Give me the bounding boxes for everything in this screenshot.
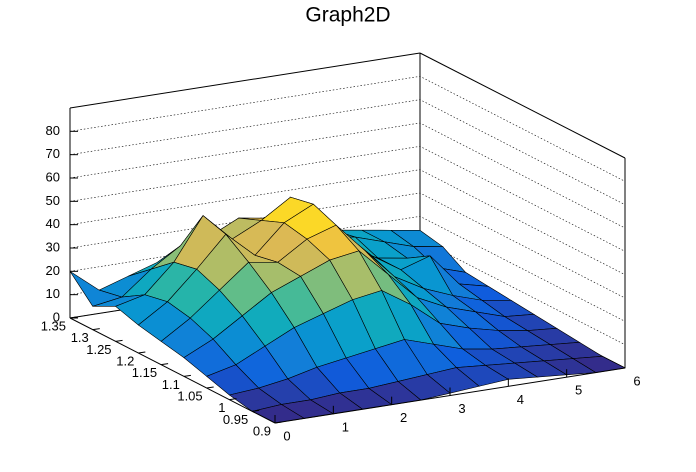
y-tick <box>252 409 260 412</box>
grid-line <box>69 216 626 322</box>
z-tick-label: 20 <box>46 263 60 278</box>
z-tick-label: 10 <box>46 286 60 301</box>
box-edge <box>419 52 626 159</box>
y-tick-label: 1.1 <box>162 377 180 392</box>
y-tick-label: 1.05 <box>177 388 202 403</box>
y-tick-label: 1.25 <box>86 342 111 357</box>
x-tick-label: 1 <box>342 419 349 434</box>
x-tick-label: 0 <box>283 428 290 443</box>
y-tick <box>138 351 146 354</box>
x-tick-label: 4 <box>517 392 524 407</box>
y-tick-label: 1.35 <box>41 318 66 333</box>
y-tick <box>161 363 169 366</box>
y-tick-label: 1.2 <box>116 353 134 368</box>
z-tick-label: 40 <box>46 216 60 231</box>
z-tick-label: 60 <box>46 169 60 184</box>
x-tick-label: 5 <box>575 383 582 398</box>
x-tick-label: 3 <box>458 401 465 416</box>
grid-line <box>69 122 626 229</box>
y-tick-label: 1.15 <box>132 365 157 380</box>
z-tick-label: 80 <box>46 123 60 138</box>
chart-title: Graph2D <box>305 4 390 27</box>
grid-line <box>69 192 626 299</box>
y-tick <box>274 421 283 424</box>
y-tick-label: 1 <box>218 400 225 415</box>
y-tick <box>115 339 123 342</box>
y-tick <box>69 316 78 319</box>
y-tick <box>206 386 214 389</box>
y-tick-label: 1.3 <box>71 330 89 345</box>
y-axis <box>69 317 276 424</box>
y-tick <box>229 398 237 401</box>
y-tick-label: 0.9 <box>253 423 271 438</box>
y-tick <box>183 374 191 377</box>
grid-line <box>69 146 626 252</box>
z-tick-label: 30 <box>46 239 60 254</box>
grid-line <box>69 76 626 182</box>
grid-line <box>69 169 626 275</box>
grid-line <box>69 99 626 205</box>
y-tick-label: 0.95 <box>223 412 248 427</box>
x-tick-label: 6 <box>633 373 640 388</box>
z-tick-label: 0 <box>53 309 60 324</box>
y-tick <box>92 328 100 331</box>
x-tick-label: 2 <box>400 410 407 425</box>
z-tick-label: 50 <box>46 193 60 208</box>
box-edge <box>69 52 421 109</box>
z-tick-label: 70 <box>46 146 60 161</box>
